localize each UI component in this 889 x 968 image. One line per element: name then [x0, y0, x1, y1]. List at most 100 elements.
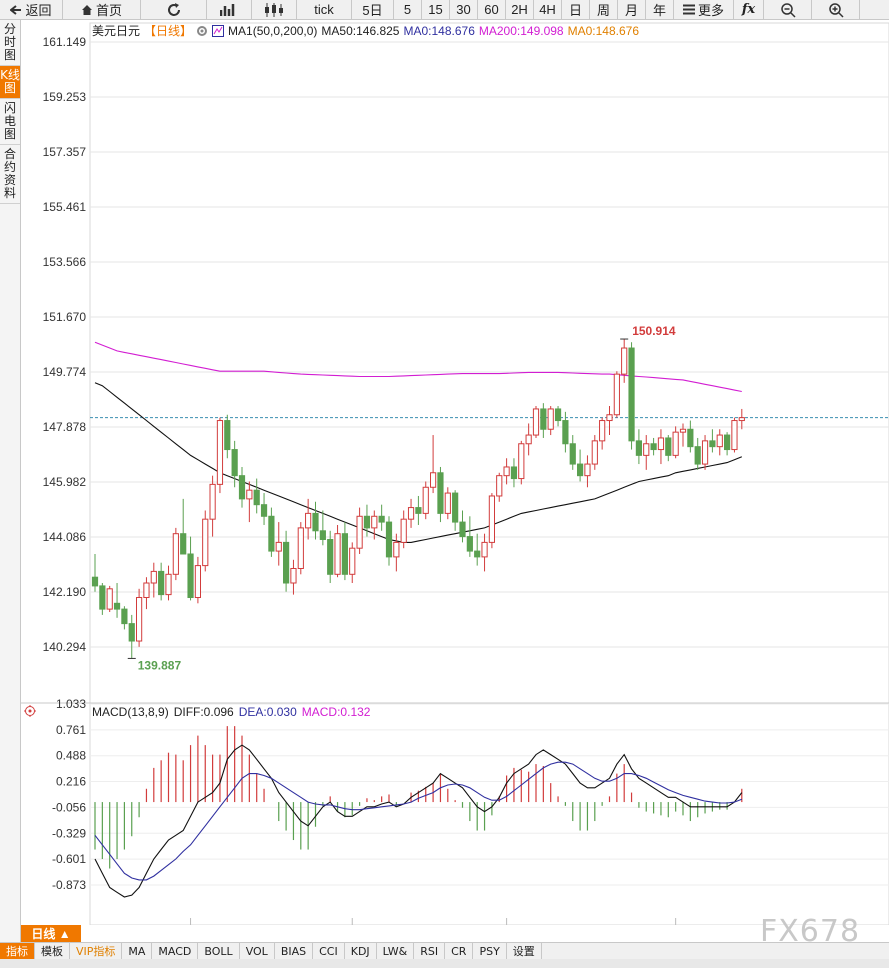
sidebar-item-contract[interactable]: 合约资料 [0, 145, 20, 204]
price-tick-label: 145.982 [43, 475, 87, 489]
indicator-settings[interactable]: 设置 [507, 943, 542, 959]
period-tab-daily[interactable]: 日线 ▲ [21, 925, 81, 942]
candle [437, 466, 444, 523]
indicator-bias[interactable]: BIAS [275, 943, 314, 959]
period-5d[interactable]: 5日 [352, 0, 394, 19]
candle [216, 417, 224, 494]
candle-body [385, 521, 393, 558]
candle-body [268, 515, 275, 552]
refresh-button[interactable] [141, 0, 207, 19]
candle [687, 420, 694, 453]
more-button[interactable]: 更多 [674, 0, 734, 19]
period-60m[interactable]: 60 [478, 0, 506, 19]
candle [106, 585, 113, 613]
macd-tick-label: -0.056 [52, 800, 86, 814]
candle-body [591, 440, 598, 465]
back-button[interactable]: 返回 [0, 0, 63, 19]
period-label: 月 [624, 3, 638, 18]
indicator-kdj[interactable]: KDJ [345, 943, 377, 959]
candle-body [378, 515, 385, 523]
tab-indicators[interactable]: 指标 [0, 943, 35, 959]
tab-templates[interactable]: 模板 [35, 943, 70, 959]
candle [165, 565, 172, 601]
candle [430, 435, 437, 494]
candle-body [334, 533, 341, 575]
period-tab-label: 日线 ▲ [31, 927, 71, 941]
main-legend: 美元日元 【日线】 MA1(50,0,200,0) MA50:146.825 M… [92, 22, 639, 39]
sidebar-item-timeshare[interactable]: 分时图 [0, 20, 20, 66]
candle [694, 437, 701, 470]
candle-body [716, 434, 723, 448]
indicator-macd[interactable]: MACD [152, 943, 199, 959]
candle-body [731, 420, 738, 451]
candle-body [635, 440, 642, 456]
candle-body [290, 567, 297, 584]
sidebar-item-flash[interactable]: 闪电图 [0, 99, 20, 145]
candle [99, 583, 106, 615]
candle [180, 498, 187, 555]
period-30m[interactable]: 30 [450, 0, 478, 19]
home-button[interactable]: 首页 [63, 0, 141, 19]
candlestick-button[interactable] [252, 0, 297, 19]
ma50-value: MA50:146.825 [321, 23, 400, 38]
candle [554, 406, 562, 427]
settings-icon[interactable] [196, 25, 208, 37]
target-icon[interactable] [24, 705, 36, 720]
indicator-psy[interactable]: PSY [473, 943, 507, 959]
indicator-rsi[interactable]: RSI [414, 943, 446, 959]
period-label: 【日线】 [144, 24, 193, 38]
price-chart[interactable]: 161.149 159.253 157.357 155.461 153.566 151.6… [21, 20, 889, 925]
period-day[interactable]: 日 [562, 0, 590, 19]
price-tick-label: 149.774 [43, 365, 87, 379]
candle-body [136, 597, 143, 642]
candle [474, 533, 481, 566]
candle-body [106, 588, 113, 610]
period-2h[interactable]: 2H [506, 0, 534, 19]
tab-vip-indicators[interactable]: VIP指标 [70, 943, 123, 959]
formula-button[interactable]: fx [734, 0, 764, 19]
zoom-out-button[interactable] [764, 0, 812, 19]
candle [577, 449, 584, 482]
candle-body [672, 431, 679, 456]
period-week[interactable]: 周 [590, 0, 618, 19]
period-label: 日 [568, 3, 582, 18]
chart-type-button[interactable] [207, 0, 252, 19]
candle [650, 437, 657, 456]
candle-body [91, 576, 99, 587]
candle-body [209, 483, 216, 520]
candle-body [481, 541, 488, 558]
candle-body [312, 512, 319, 532]
period-5m[interactable]: 5 [394, 0, 422, 19]
indicator-cci[interactable]: CCI [313, 943, 345, 959]
candle-body [665, 437, 672, 456]
zoom-in-button[interactable] [812, 0, 860, 19]
indicator-vol[interactable]: VOL [240, 943, 275, 959]
macd-tick-label: 0.488 [56, 749, 86, 763]
candle [363, 504, 371, 537]
candle [128, 614, 135, 659]
candle-body [547, 408, 554, 430]
candle [385, 516, 393, 566]
candle [496, 472, 503, 502]
period-year[interactable]: 年 [646, 0, 674, 19]
candle-body [246, 489, 253, 500]
candle-body [584, 463, 591, 477]
indicator-boll[interactable]: BOLL [198, 943, 240, 959]
period-15m[interactable]: 15 [422, 0, 450, 19]
indicator-ma[interactable]: MA [122, 943, 153, 959]
indicator-cr[interactable]: CR [445, 943, 474, 959]
period-month[interactable]: 月 [618, 0, 646, 19]
zoom-in-icon [828, 2, 844, 18]
candle [378, 504, 385, 531]
chart-type-icon[interactable] [212, 24, 225, 37]
period-4h[interactable]: 4H [534, 0, 562, 19]
candle [172, 527, 179, 581]
tick-button[interactable]: tick [297, 0, 352, 19]
more-label: 更多 [697, 3, 724, 18]
sidebar-item-kline[interactable]: K线图 [0, 66, 20, 99]
candle [701, 435, 709, 470]
candle [194, 556, 202, 604]
indicator-lwr[interactable]: LW& [377, 943, 415, 959]
price-tick-label: 159.253 [43, 90, 87, 104]
candle-body [474, 550, 481, 558]
